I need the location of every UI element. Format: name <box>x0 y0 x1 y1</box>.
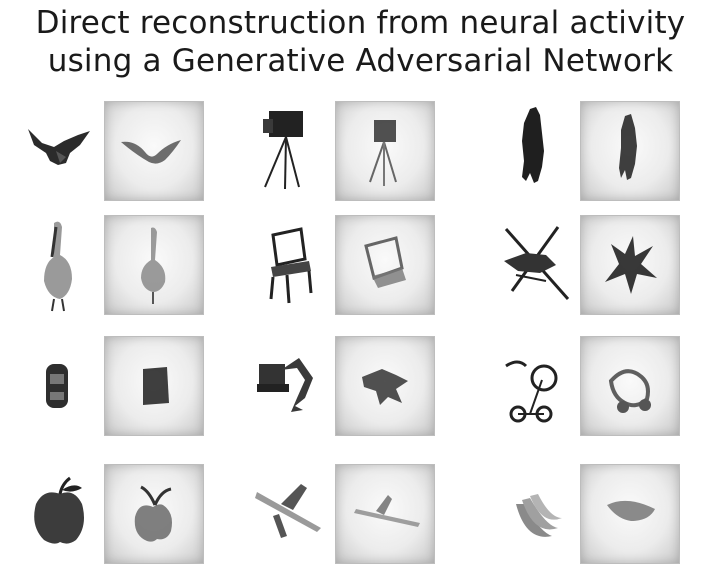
image-pair-chair <box>251 215 441 315</box>
image-pair-apple <box>20 464 210 564</box>
image-pair-horse <box>496 101 686 201</box>
excavator-reconstruction-image <box>335 336 435 436</box>
airplane-original-image <box>251 464 333 564</box>
airplane-reconstruction-image <box>335 464 435 564</box>
image-pair-pelican <box>20 215 210 315</box>
apple-reconstruction-image <box>104 464 204 564</box>
tricycle-reconstruction-image <box>580 336 680 436</box>
apple-original-image <box>20 464 102 564</box>
chair-original-image <box>251 215 333 315</box>
image-pair-banana <box>496 464 686 564</box>
image-pair-car <box>20 336 210 436</box>
image-pair-helicopter <box>496 215 686 315</box>
image-pair-excavator <box>251 336 441 436</box>
banana-reconstruction-image <box>580 464 680 564</box>
tricycle-original-image <box>496 336 578 436</box>
helicopter-original-image <box>496 215 578 315</box>
excavator-original-image <box>251 336 333 436</box>
car-original-image <box>20 336 102 436</box>
helicopter-reconstruction-image <box>580 215 680 315</box>
chair-reconstruction-image <box>335 215 435 315</box>
image-pair-tricycle <box>496 336 686 436</box>
pelican-original-image <box>20 215 102 315</box>
image-pair-airplane <box>251 464 441 564</box>
image-pair-camera-tripod <box>251 101 441 201</box>
horse-original-image <box>496 101 578 201</box>
bat-original-image <box>20 101 102 201</box>
pelican-reconstruction-image <box>104 215 204 315</box>
horse-reconstruction-image <box>580 101 680 201</box>
title-line-1: Direct reconstruction from neural activi… <box>35 5 686 41</box>
banana-original-image <box>496 464 578 564</box>
car-reconstruction-image <box>104 336 204 436</box>
camera-tripod-original-image <box>251 101 333 201</box>
image-pair-bat <box>20 101 210 201</box>
camera-tripod-reconstruction-image <box>335 101 435 201</box>
bat-reconstruction-image <box>104 101 204 201</box>
title-line-2: using a Generative Adversarial Network <box>47 43 674 79</box>
slide-title: Direct reconstruction from neural activi… <box>0 4 721 80</box>
